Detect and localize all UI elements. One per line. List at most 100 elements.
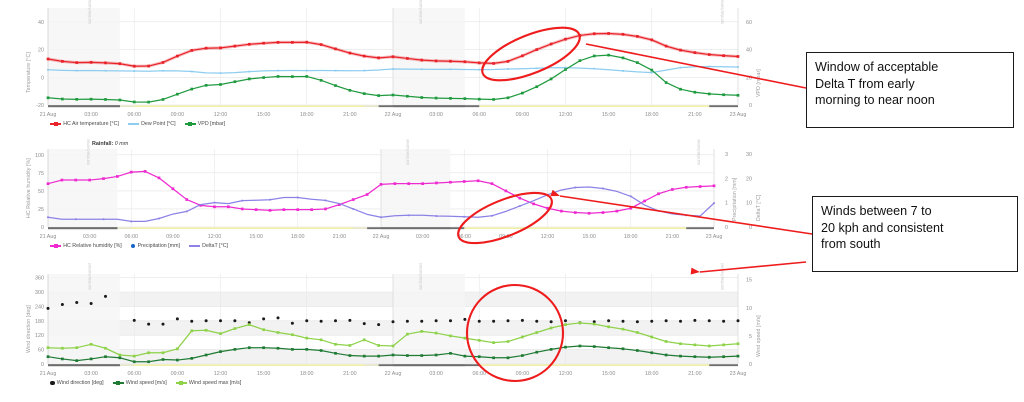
svg-text:30: 30 [746,152,752,158]
svg-text:03:00: 03:00 [429,371,443,377]
svg-text:240: 240 [35,304,44,310]
svg-text:0: 0 [725,225,728,231]
wind-plot: 0 60 120 180 240 300 360 0 5 10 15 21 Aug 03:00 06:00… [0,262,790,402]
svg-text:15:00: 15:00 [249,234,263,240]
svg-text:sunrise/sunset: sunrise/sunset [418,0,423,24]
svg-text:03:00: 03:00 [84,371,98,377]
humidity-chart-block: Rainfall: 0 mm 0 25 50 75 100 0 1 2 3 0 10 20 30 21 A… [0,139,790,259]
svg-text:06:00: 06:00 [458,234,472,240]
svg-text:15:00: 15:00 [257,112,271,118]
svg-text:09:00: 09:00 [171,112,185,118]
svg-text:50: 50 [38,189,44,195]
svg-text:120: 120 [35,333,44,339]
svg-text:21:00: 21:00 [666,234,680,240]
svg-text:21:00: 21:00 [688,371,702,377]
svg-text:18:00: 18:00 [624,234,638,240]
legend-swatch-icon [50,380,55,386]
legend-swatch-icon [130,243,136,249]
svg-text:06:00: 06:00 [128,112,142,118]
svg-text:60: 60 [746,20,752,26]
callout-winds-line-2: 20 kph and consistent [821,220,944,235]
svg-text:12:00: 12:00 [541,234,555,240]
temperature-plot: -20 0 20 40 0 20 40 60 21 Aug 03:00 06:00 09:00 12:0… [0,0,790,140]
svg-text:06:00: 06:00 [473,112,487,118]
callout-delta-t: Window of acceptable Delta T from early … [806,52,1014,128]
svg-text:180: 180 [35,319,44,325]
svg-text:2: 2 [725,176,728,182]
svg-text:-20: -20 [36,103,44,109]
legend-swatch-icon [175,380,187,385]
humidity-chart-y-axis-title: HC Relative humidity [%] [26,157,32,218]
callout-delta-t-line-1: Window of acceptable [815,60,939,74]
svg-text:03:00: 03:00 [416,234,430,240]
svg-text:23 Aug: 23 Aug [730,371,747,377]
svg-text:0: 0 [41,362,44,368]
svg-text:22 Aug: 22 Aug [385,371,402,377]
svg-text:12:00: 12:00 [208,234,222,240]
svg-text:12:00: 12:00 [559,371,573,377]
svg-text:sunrise/sunset: sunrise/sunset [87,0,92,24]
svg-text:06:00: 06:00 [473,371,487,377]
svg-text:23 Aug: 23 Aug [706,234,723,240]
legend-item-1[interactable]: Dew Point [°C] [127,121,176,127]
legend-item-0[interactable]: HC Relative humidity [%] [50,243,122,249]
svg-text:sunrise/sunset: sunrise/sunset [720,262,725,290]
svg-text:100: 100 [35,153,44,159]
wind-chart-legend: Wind direction [deg] Wind speed [m/s] Wind… [50,380,241,386]
svg-text:12:00: 12:00 [214,371,228,377]
svg-text:03:00: 03:00 [84,112,98,118]
humidity-chart-legend: HC Relative humidity [%] Precipitation [m… [50,243,228,249]
svg-text:20: 20 [38,48,44,54]
legend-item-0[interactable]: Wind direction [deg] [50,380,104,386]
rainfall-label: Rainfall: 0 mm [92,141,128,147]
rainfall-value: 0 mm [114,141,129,147]
svg-text:sunrise/sunset: sunrise/sunset [720,0,725,24]
legend-swatch-icon [50,121,61,126]
legend-swatch-icon [112,380,124,385]
temperature-chart-y2-axis-title: VPD [mbar] [756,69,762,98]
svg-text:15:00: 15:00 [257,371,271,377]
legend-swatch-icon [188,245,200,247]
svg-text:21:00: 21:00 [343,112,357,118]
legend-item-2[interactable]: VPD [mbar] [184,121,225,127]
legend-label: HC Air temperature [°C] [63,121,119,127]
legend-item-2[interactable]: DeltaT [°C] [188,243,228,249]
legend-item-1[interactable]: Wind speed [m/s] [112,380,167,386]
svg-text:0: 0 [41,225,44,231]
legend-item-0[interactable]: HC Air temperature [°C] [50,121,119,127]
svg-text:09:00: 09:00 [166,234,180,240]
svg-text:3: 3 [725,152,728,158]
svg-text:21 Aug: 21 Aug [40,371,57,377]
svg-text:15:00: 15:00 [602,371,616,377]
legend-item-1[interactable]: Precipitation [mm] [130,243,180,249]
svg-text:12:00: 12:00 [214,112,228,118]
svg-text:0: 0 [749,362,752,368]
svg-text:18:00: 18:00 [291,234,305,240]
svg-text:sunrise/sunset: sunrise/sunset [405,139,410,165]
legend-item-2[interactable]: Wind speed max [m/s] [175,380,241,386]
svg-text:21:00: 21:00 [343,371,357,377]
svg-text:1: 1 [725,201,728,207]
legend-label: Wind direction [deg] [56,380,104,386]
svg-text:09:00: 09:00 [171,371,185,377]
svg-text:18:00: 18:00 [300,371,314,377]
svg-text:12:00: 12:00 [559,112,573,118]
svg-text:10: 10 [746,201,752,207]
svg-text:21 Aug: 21 Aug [40,112,57,118]
svg-text:21:00: 21:00 [333,234,347,240]
rainfall-prefix: Rainfall: [92,141,114,147]
svg-text:18:00: 18:00 [300,112,314,118]
svg-text:75: 75 [38,171,44,177]
temperature-chart-y-axis-title: Temperature [°C] [26,52,32,94]
svg-text:09:00: 09:00 [516,112,530,118]
temperature-chart-legend: HC Air temperature [°C] Dew Point [°C] VPD… [50,121,225,127]
svg-text:60: 60 [38,348,44,354]
svg-text:22 Aug: 22 Aug [373,234,390,240]
svg-text:15:00: 15:00 [582,234,596,240]
svg-text:0: 0 [41,75,44,81]
legend-label: HC Relative humidity [%] [63,243,122,249]
svg-text:0: 0 [749,103,752,109]
svg-text:15:00: 15:00 [602,112,616,118]
